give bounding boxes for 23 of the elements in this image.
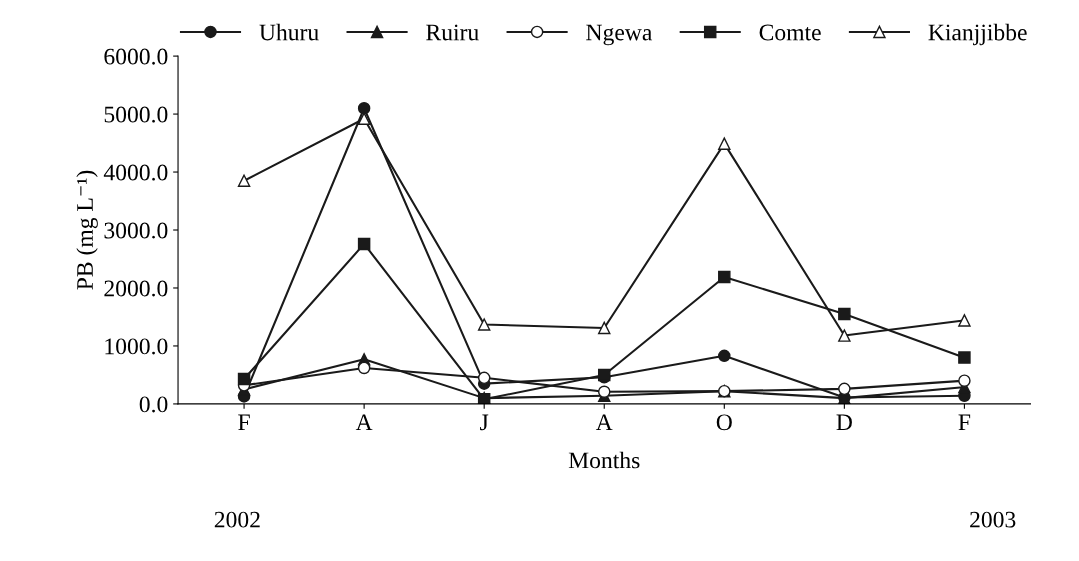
y-tick-label: 4000.0 [103, 164, 168, 181]
text: 2002 [214, 511, 260, 528]
x-tick-label: O [716, 414, 732, 431]
y-tick-label: 1000.0 [105, 338, 168, 355]
y-tick-label: 0.0 [139, 396, 168, 413]
y-tick-label: 3000.0 [104, 222, 168, 239]
y-axis-title: PB (mg L⁻¹) [76, 170, 98, 290]
legend-label: Comte [759, 24, 821, 41]
y-tick-label: 2000.0 [104, 280, 168, 297]
legend-label: Kianjjibbe [928, 23, 1027, 46]
text: 2003 [970, 511, 1016, 528]
x-axis-title: Months [568, 451, 640, 469]
y-tick-label: 5000.0 [104, 106, 168, 123]
x-tick-label: D [836, 414, 852, 431]
legend-label: Ruiru [426, 24, 479, 41]
legend-label: Ngewa [586, 24, 653, 46]
legend-label: Uhuru [259, 23, 319, 41]
x-tick-label: A [595, 414, 613, 431]
x-tick-label: F [238, 414, 250, 431]
x-tick-label: J [480, 414, 489, 431]
x-tick-label: F [958, 414, 971, 431]
y-tick-label: 6000.0 [104, 48, 168, 65]
x-tick-label: A [355, 414, 373, 431]
